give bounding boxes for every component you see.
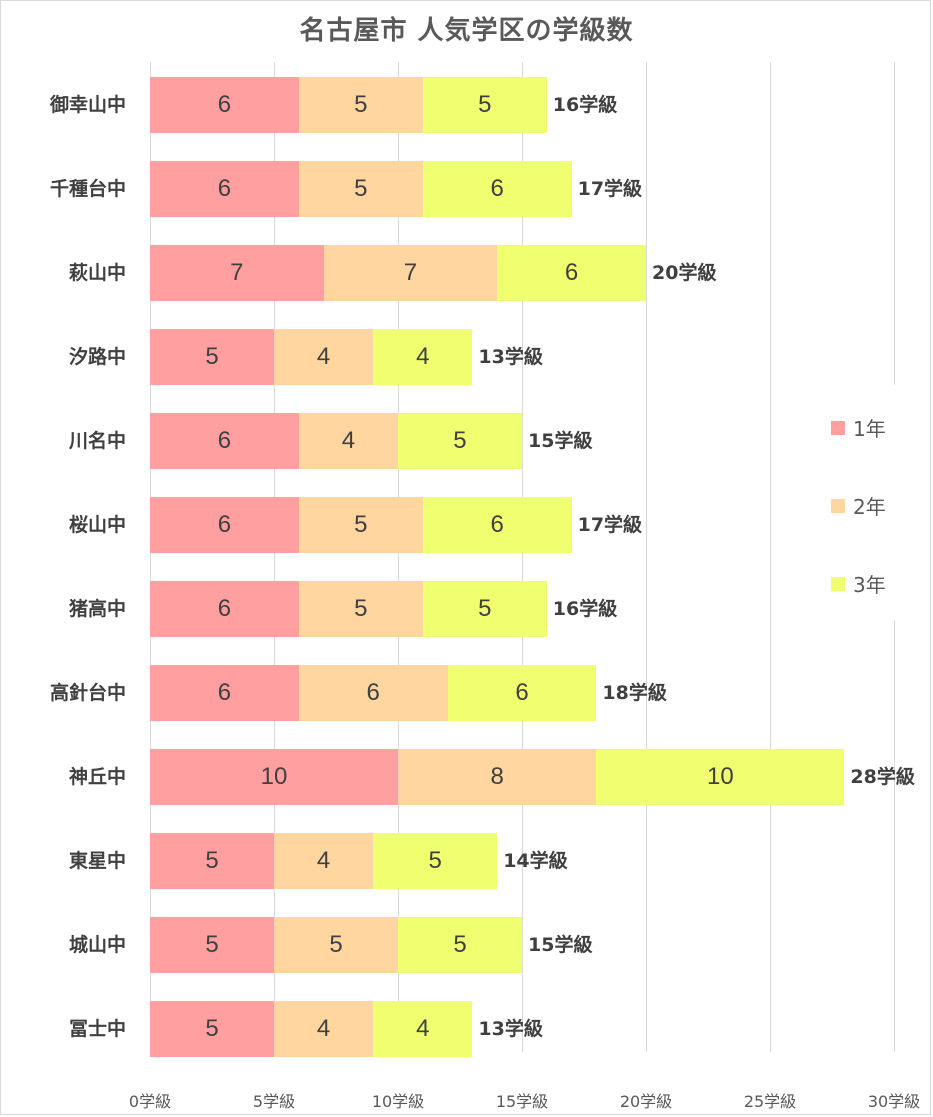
legend-label: 2年: [853, 495, 886, 519]
bar-segment: 4: [274, 1001, 374, 1057]
bar-segment: 4: [274, 329, 374, 385]
bar-segment: 6: [150, 665, 299, 721]
bar-segment: 7: [323, 245, 498, 301]
bar-segment: 5: [397, 413, 522, 469]
legend-swatch-icon: [831, 576, 845, 591]
bar-segment: 5: [150, 917, 274, 973]
bar-segment: 6: [150, 413, 299, 469]
bar-segment: 6: [497, 245, 646, 301]
category-label: 城山中: [68, 934, 126, 956]
bar-segment: 6: [150, 581, 299, 637]
bar-segment: 7: [150, 245, 324, 301]
category-label: 猪高中: [68, 598, 126, 620]
gridline: [770, 62, 771, 1052]
bar-segment: 5: [422, 581, 547, 637]
category-label: 桜山中: [68, 514, 126, 536]
bar-segment: 5: [398, 917, 522, 973]
bar-segment: 4: [373, 329, 473, 385]
category-label: 汐路中: [68, 346, 126, 368]
x-tick-label: 5学級: [252, 1092, 296, 1111]
bar-segment: 5: [298, 581, 423, 637]
gridline: [274, 62, 275, 1052]
bar-total-label: 15学級: [528, 934, 593, 956]
gridline: [522, 62, 523, 1052]
bar-total-label: 28学級: [850, 766, 915, 788]
bar-segment: 6: [150, 497, 299, 553]
category-label: 冨士中: [68, 1018, 126, 1040]
legend-swatch-icon: [831, 498, 845, 513]
bar-segment: 10: [150, 749, 398, 805]
bar-total-label: 16学級: [552, 94, 618, 116]
bar-segment: 5: [274, 917, 398, 973]
bar-total-label: 16学級: [552, 598, 618, 620]
category-label: 御幸山中: [49, 94, 126, 116]
gridline: [646, 62, 647, 1052]
bar-segment: 5: [373, 833, 498, 889]
bar-segment: 8: [398, 749, 597, 805]
category-label: 川名中: [68, 430, 126, 452]
bar-segment: 5: [298, 77, 423, 133]
bar-total-label: 20学級: [652, 262, 717, 284]
bar-segment: 5: [422, 77, 547, 133]
chart-title: 名古屋市 人気学区の学級数: [299, 16, 634, 46]
bar-segment: 4: [298, 413, 398, 469]
gridline: [150, 62, 151, 1052]
bar-segment: 4: [373, 1001, 473, 1057]
bar-segment: 6: [447, 665, 597, 721]
bar-row: 10 8 10: [150, 749, 845, 805]
bar-segment: 6: [150, 161, 299, 217]
legend-swatch-icon: [831, 420, 845, 435]
bar-segment: 6: [150, 77, 299, 133]
legend: 1年 2年 3年: [815, 385, 895, 620]
bar-segment: 6: [422, 497, 572, 553]
x-tick-label: 30学級: [867, 1092, 921, 1111]
x-tick-label: 0学級: [128, 1092, 172, 1111]
bar-segment: 6: [298, 665, 448, 721]
category-label: 神丘中: [68, 766, 126, 788]
bar-segment: 6: [422, 161, 572, 217]
bar-segment: 10: [596, 749, 845, 805]
bar-total-label: 17学級: [577, 514, 643, 536]
bar-segment: 5: [298, 161, 423, 217]
bar-total-label: 14学級: [503, 850, 568, 872]
bar-total-label: 15学級: [528, 430, 593, 452]
bar-total-label: 13学級: [478, 1018, 543, 1040]
x-tick-label: 10学級: [371, 1092, 425, 1111]
bar-segment: 5: [150, 833, 274, 889]
bar-segment: 5: [150, 329, 274, 385]
gridline: [398, 62, 399, 1052]
legend-item-grade1: 1年: [831, 413, 886, 442]
category-label: 萩山中: [68, 262, 126, 284]
bar-total-label: 18学級: [602, 682, 667, 704]
bar-segment: 5: [298, 497, 423, 553]
bar-segment: 5: [150, 1001, 274, 1057]
x-tick-label: 20学級: [619, 1092, 673, 1111]
legend-label: 3年: [853, 573, 886, 597]
category-label: 東星中: [68, 850, 126, 872]
legend-label: 1年: [853, 417, 886, 441]
legend-item-grade2: 2年: [831, 491, 886, 520]
x-tick-label: 25学級: [743, 1092, 797, 1111]
category-label: 千種台中: [49, 178, 126, 200]
bar-total-label: 13学級: [478, 346, 543, 368]
legend-item-grade3: 3年: [831, 569, 886, 598]
category-label: 高針台中: [49, 682, 126, 704]
x-tick-label: 15学級: [495, 1092, 549, 1111]
bar-segment: 4: [274, 833, 374, 889]
bar-total-label: 17学級: [577, 178, 643, 200]
